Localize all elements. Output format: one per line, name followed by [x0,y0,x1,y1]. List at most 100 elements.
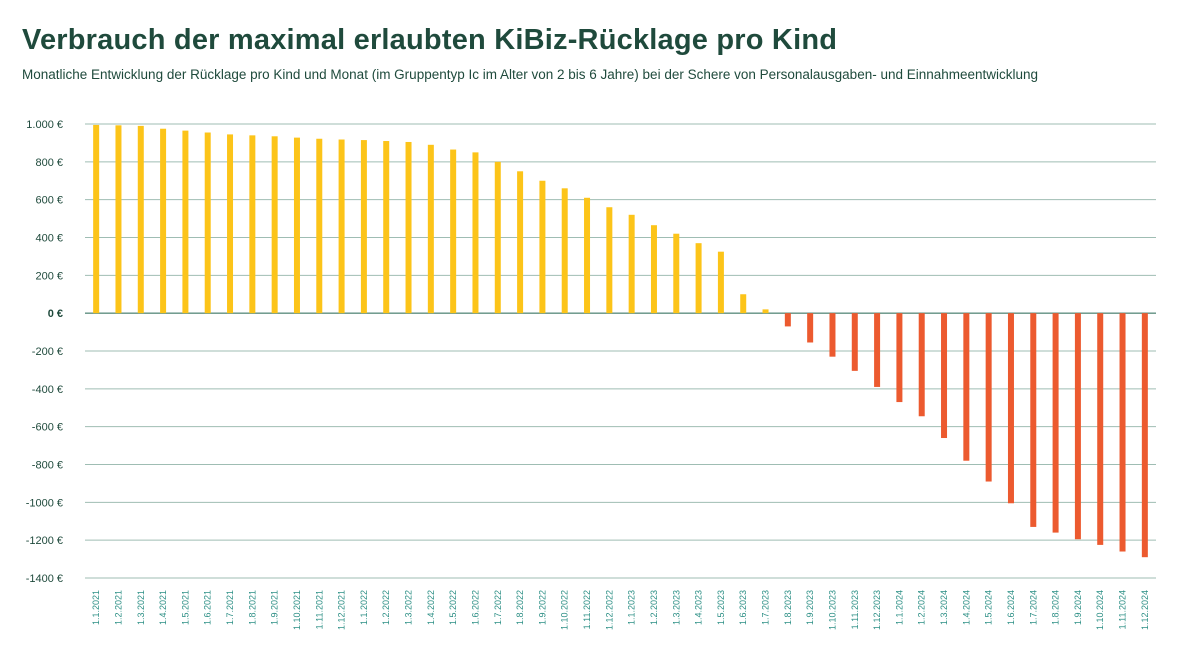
bar [182,130,189,314]
bar [584,197,591,314]
bar [494,161,501,314]
bar [650,225,657,314]
bar [1119,313,1126,552]
y-tick-label: 400 € [35,233,63,245]
x-tick-label: 1.7.2022 [493,590,503,625]
x-tick-label: 1.8.2022 [515,590,525,625]
x-tick-label: 1.3.2024 [939,590,949,625]
x-tick-label: 1.7.2024 [1028,590,1038,625]
y-tick-label: -800 € [32,460,63,472]
x-tick-label: 1.6.2023 [738,590,748,625]
bar [539,180,546,314]
bar [427,144,434,314]
bar [271,136,278,314]
x-tick-label: 1.11.2024 [1118,590,1128,629]
bar [316,138,323,314]
y-tick-label: 1.000 € [26,119,63,131]
bar [1074,313,1081,540]
y-tick-label: -400 € [32,384,63,396]
x-tick-label: 1.3.2021 [136,590,146,625]
y-tick-label: -600 € [32,422,63,434]
y-tick-label: 0 € [48,308,63,320]
bar [293,137,300,314]
bar [472,152,479,314]
x-tick-label: 1.11.2022 [582,590,592,629]
y-tick-label: 200 € [35,270,63,282]
bar [115,125,122,314]
bar [137,125,144,314]
x-tick-label: 1.9.2024 [1073,590,1083,625]
bar [807,313,814,343]
x-tick-label: 1.1.2023 [627,590,637,625]
x-tick-label: 1.8.2021 [247,590,257,625]
bar [695,243,702,314]
x-tick-label: 1.10.2024 [1095,590,1105,630]
y-tick-label: -1200 € [26,535,63,547]
bar [717,251,724,314]
bar [918,313,925,417]
bar [1052,313,1059,533]
x-tick-label: 1.3.2022 [404,590,414,625]
x-tick-label: 1.5.2024 [984,590,994,625]
x-tick-label: 1.4.2024 [961,590,971,625]
x-tick-label: 1.5.2022 [448,590,458,625]
x-tick-label: 1.2.2023 [649,590,659,625]
x-tick-label: 1.12.2024 [1140,590,1150,630]
x-tick-label: 1.9.2021 [270,590,280,625]
chart-subtitle: Monatliche Entwicklung der Rücklage pro … [22,67,1039,82]
bar [874,313,881,387]
bar [963,313,970,461]
x-tick-label: 1.9.2023 [805,590,815,625]
bar [249,135,256,314]
x-tick-label: 1.8.2024 [1051,590,1061,625]
x-tick-label: 1.12.2023 [872,590,882,630]
bar [405,141,412,314]
bar [450,149,457,314]
x-tick-label: 1.10.2021 [292,590,302,630]
bar [784,313,791,327]
y-tick-label: 600 € [35,195,63,207]
x-tick-label: 1.4.2023 [694,590,704,625]
y-tick-label: -1000 € [26,497,63,509]
bar [628,214,635,314]
x-tick-label: 1.10.2022 [560,590,570,630]
bar [227,134,234,314]
x-tick-label: 1.2.2021 [113,590,123,625]
y-axis-labels: 1.000 € 800 € 600 € 400 € 200 € 0 € -200 € -400… [26,119,63,585]
x-tick-label: 1.11.2023 [850,590,860,629]
bar [762,309,769,314]
x-tick-label: 1.1.2022 [359,590,369,625]
bar [740,294,747,314]
y-tick-label: -1400 € [26,573,63,585]
bar [829,313,836,357]
bar [606,207,613,314]
bar [1141,313,1148,558]
x-tick-label: 1.6.2022 [470,590,480,625]
bar [383,141,390,314]
bar [896,313,903,403]
bar [851,313,858,371]
bar [338,139,345,314]
x-tick-label: 1.6.2024 [1006,590,1016,625]
bar [673,233,680,314]
x-tick-label: 1.1.2021 [91,590,101,625]
x-tick-label: 1.5.2021 [180,590,190,625]
x-tick-label: 1.5.2023 [716,590,726,625]
bar [160,128,167,314]
x-axis-labels: 1.1.2021 1.2.2021 1.3.2021 1.4.2021 1.5.2021… [91,590,1150,630]
x-tick-label: 1.4.2022 [426,590,436,625]
x-tick-label: 1.10.2023 [827,590,837,630]
x-tick-label: 1.4.2021 [158,590,168,625]
chart-title: Verbrauch der maximal erlaubten KiBiz-Rü… [22,24,838,56]
x-tick-label: 1.2.2022 [381,590,391,625]
x-tick-label: 1.2.2024 [917,590,927,625]
x-tick-label: 1.12.2022 [604,590,614,630]
gridlines [85,123,1156,579]
bar [941,313,948,439]
x-tick-label: 1.8.2023 [783,590,793,625]
bar [985,313,992,482]
x-tick-label: 1.6.2021 [203,590,213,625]
x-tick-label: 1.3.2023 [671,590,681,625]
bar [93,124,100,314]
